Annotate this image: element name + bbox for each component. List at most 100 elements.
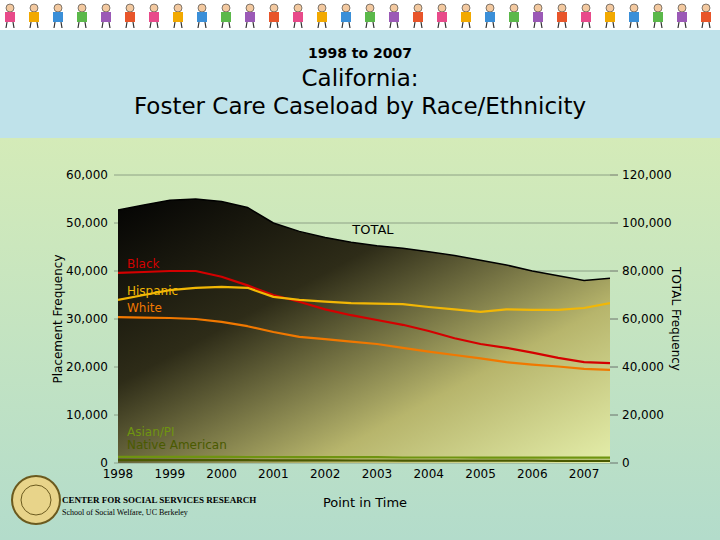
banner-figure [5,12,15,22]
banner-figure [294,22,295,28]
banner-figure [61,22,62,28]
banner-figure [54,22,55,28]
banner-figure [630,4,638,12]
banner-figure [198,22,199,28]
banner-figure [437,12,447,22]
banner-figure [270,4,278,12]
banner [0,0,720,30]
banner-figure [654,4,662,12]
banner-figure [661,22,662,28]
banner-figure [197,12,207,22]
series-label: Native American [127,438,227,452]
banner-figure [246,4,254,12]
chart: 1998 to 2007California:Foster Care Casel… [0,0,720,540]
banner-figure [126,22,127,28]
banner-figure [469,22,470,28]
y-tick-label: 50,000 [66,216,108,230]
y2-tick-label: 60,000 [622,312,664,326]
banner-figure [510,4,518,12]
y2-tick-label: 0 [622,456,630,470]
banner-figure [486,4,494,12]
y2-tick [610,223,618,224]
series-line [118,456,610,459]
seal [12,476,60,524]
banner-figure [102,4,110,12]
series-label: TOTAL [351,222,394,237]
banner-figure [174,22,175,28]
banner-figure [414,4,422,12]
banner-figure [630,22,631,28]
banner-figure [702,22,703,28]
banner-figure [462,22,463,28]
source: CENTER FOR SOCIAL SERVICES RESEARCH [62,495,256,505]
banner-figure [421,22,422,28]
banner-figure [613,22,614,28]
banner-figure [606,4,614,12]
banner-figure [349,22,350,28]
series-line [118,271,610,363]
banner-figure [510,22,511,28]
banner-figure [78,22,79,28]
banner-figure [485,12,495,22]
banner-figure [653,12,663,22]
banner-figure [221,12,231,22]
series-label: White [127,301,162,315]
banner-figure [438,4,446,12]
banner-figure [229,22,230,28]
banner-figure [318,22,319,28]
banner-figure [558,22,559,28]
banner-figure [174,4,182,12]
x-axis-label: Point in Time [323,495,407,510]
x-tick-label: 2000 [206,467,237,481]
area-edge [118,199,610,281]
banner-figure [6,22,7,28]
y2-tick [610,463,618,464]
banner-figure [414,22,415,28]
area-fill [118,199,610,463]
banner-figure [677,12,687,22]
y2-tick [610,319,618,320]
series-line [118,287,610,312]
banner-figure [701,12,711,22]
banner-figure [390,22,391,28]
y2-axis-label: TOTAL Frequency [669,266,683,371]
banner-figure [342,22,343,28]
banner-figure [509,12,519,22]
y-tick-label: 40,000 [66,264,108,278]
banner-figure [109,22,110,28]
title: Foster Care Caseload by Race/Ethnicity [134,93,586,119]
banner-figure [605,12,615,22]
banner-figure [101,12,111,22]
y-axis-label: Placement Frequency [51,254,65,383]
banner-figure [397,22,398,28]
banner-figure [173,12,183,22]
x-tick-label: 2003 [362,467,393,481]
title: California: [302,65,419,91]
banner-figure [685,22,686,28]
banner-figure [318,4,326,12]
banner-figure [462,4,470,12]
banner-figure [589,22,590,28]
y2-tick [610,415,618,416]
plot-area [118,199,610,463]
banner-figure [637,22,638,28]
banner-figure [150,4,158,12]
seal [21,485,51,515]
banner-figure [270,22,271,28]
banner-figure [30,22,31,28]
banner-figure [293,12,303,22]
banner-figure [581,12,591,22]
banner-figure [294,4,302,12]
banner-figure [205,22,206,28]
x-tick-label: 2002 [310,467,341,481]
banner-figure [654,22,655,28]
banner-figure [390,4,398,12]
banner-figure [269,12,279,22]
banner-figure [181,22,182,28]
banner-figure [413,12,423,22]
banner-figure [517,22,518,28]
y-tick-label: 60,000 [66,168,108,182]
y2-tick-label: 40,000 [622,360,664,374]
y2-tick-label: 80,000 [622,264,664,278]
banner-figure [198,4,206,12]
